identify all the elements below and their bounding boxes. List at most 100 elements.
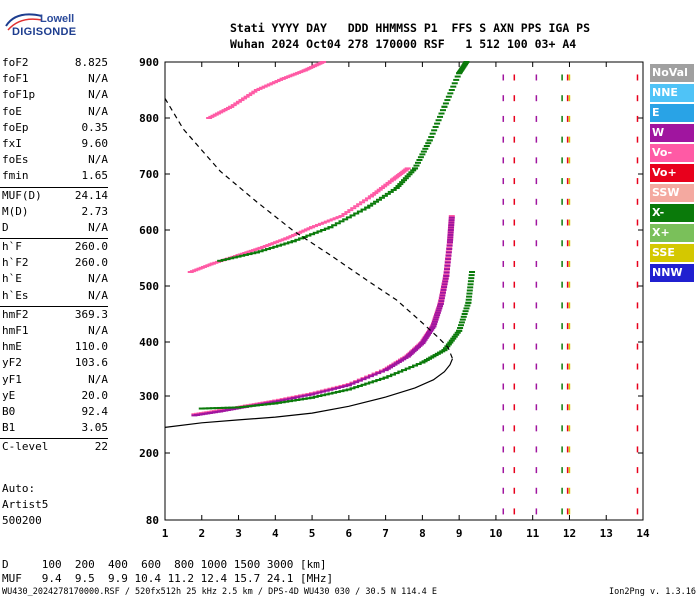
- param-key: B1: [2, 421, 16, 435]
- legend-item-vo: Vo-: [650, 144, 694, 162]
- param-row-fmin: fmin 1.65: [0, 169, 160, 185]
- param-separator: [0, 238, 108, 240]
- param-row-foes: foEs N/A: [0, 153, 160, 169]
- param-value: N/A: [88, 72, 108, 86]
- param-value: 260.0: [74, 256, 108, 270]
- x-tick-label: 11: [526, 527, 540, 540]
- param-row-hf2: h`F2 260.0: [0, 256, 160, 272]
- autoscaling-notes: Auto: Artist5 500200: [2, 481, 48, 529]
- param-row-ye: yE 20.0: [0, 389, 160, 405]
- param-row-yf2: yF2 103.6: [0, 356, 160, 372]
- legend-item-x: X-: [650, 204, 694, 222]
- file-info-footer: WU430_2024278170000.RSF / 520fx512h 25 k…: [2, 587, 437, 597]
- param-value: N/A: [88, 288, 108, 302]
- param-key: B0: [2, 404, 16, 418]
- note-line: Artist5: [2, 498, 49, 511]
- legend-item-noval: NoVal: [650, 64, 694, 82]
- param-key: h`Es: [2, 288, 29, 302]
- legend-item-e: E: [650, 104, 694, 122]
- param-row-fxi: fxI 9.60: [0, 137, 160, 153]
- header-row1: Stati YYYY DAY DDD HHMMSS P1 FFS S AXN P…: [230, 21, 591, 35]
- param-key: foF2: [2, 56, 29, 69]
- param-key: yF2: [2, 356, 22, 370]
- note-line: 500200: [2, 514, 42, 527]
- param-value: 2.73: [81, 204, 109, 218]
- param-separator: [0, 186, 108, 188]
- legend-item-sse: SSE: [650, 244, 694, 262]
- param-key: foF1: [2, 72, 29, 86]
- param-key: foF1p: [2, 88, 36, 102]
- x-tick-label: 14: [636, 527, 650, 540]
- x-tick-label: 2: [198, 527, 205, 540]
- lowell-digisonde-logo: Lowell DIGISONDE: [2, 2, 122, 48]
- plot-frame: [164, 61, 644, 521]
- param-value: N/A: [88, 372, 108, 386]
- param-key: D: [2, 220, 9, 234]
- param-key: fmin: [2, 169, 29, 183]
- param-row-b0: B0 92.4: [0, 405, 160, 421]
- param-row-b1: B1 3.05: [0, 421, 160, 437]
- muf-distance-row: D 100 200 400 600 800 1000 1500 3000 [km…: [2, 558, 327, 571]
- logo-swoosh-icon: [5, 13, 43, 31]
- param-value: 103.6: [74, 356, 108, 370]
- param-separator: [0, 305, 108, 307]
- param-row-mufd: MUF(D) 24.14: [0, 189, 160, 205]
- param-key: M(D): [2, 204, 29, 218]
- param-separator: [0, 438, 108, 440]
- param-value: 8.825: [74, 56, 108, 69]
- param-value: 24.14: [74, 188, 108, 202]
- param-row-fof1p: foF1p N/A: [0, 88, 160, 104]
- legend-item-w: W: [650, 124, 694, 142]
- param-value: 20.0: [81, 388, 109, 402]
- x-tick-label: 6: [346, 527, 353, 540]
- muf-value-row: MUF 9.4 9.5 9.9 10.4 11.2 12.4 15.7 24.1…: [2, 572, 334, 585]
- x-tick-label: 13: [600, 527, 613, 540]
- y-tick-label: 80: [146, 514, 159, 527]
- legend-item-nnw: NNW: [650, 264, 694, 282]
- param-row-fof2: foF2 8.825: [0, 56, 160, 72]
- param-row-yf1: yF1 N/A: [0, 373, 160, 389]
- x-tick-label: 10: [489, 527, 502, 540]
- param-key: foEp: [2, 120, 29, 134]
- param-row-foep: foEp 0.35: [0, 121, 160, 137]
- station-header: Stati YYYY DAY DDD HHMMSS P1 FFS S AXN P…: [230, 20, 590, 52]
- param-key: yF1: [2, 372, 22, 386]
- param-row-d: D N/A: [0, 221, 160, 237]
- param-key: fxI: [2, 136, 22, 150]
- param-value: N/A: [88, 324, 108, 337]
- version-label: Ion2Png v. 1.3.16: [609, 587, 696, 597]
- param-value: N/A: [88, 272, 108, 286]
- polarization-legend: NoVal NNE E W Vo- Vo+ SSW X- X+ SSE NNW: [650, 64, 694, 284]
- true-height-profile-line: [164, 358, 454, 428]
- param-key: yE: [2, 388, 16, 402]
- param-value: 22: [94, 440, 108, 454]
- x-tick-label: 5: [309, 527, 316, 540]
- x-tick-label: 4: [272, 527, 279, 540]
- param-row-hes: h`Es N/A: [0, 289, 160, 305]
- param-value: 110.0: [74, 340, 108, 354]
- param-key: C-level: [2, 440, 49, 454]
- param-row-hme: hmE 110.0: [0, 340, 160, 356]
- param-key: MUF(D): [2, 188, 42, 202]
- param-row-hmf1: hmF1 N/A: [0, 324, 160, 340]
- param-row-hf: h`F 260.0: [0, 240, 160, 256]
- param-value: 3.05: [81, 421, 109, 435]
- param-key: h`E: [2, 272, 22, 286]
- param-value: N/A: [88, 153, 108, 167]
- dashed-curve-line: [164, 98, 454, 359]
- param-key: h`F: [2, 240, 22, 254]
- param-value: 260.0: [74, 240, 108, 254]
- param-row-hmf2: hmF2 369.3: [0, 308, 160, 324]
- param-key: h`F2: [2, 256, 29, 270]
- legend-item-nne: NNE: [650, 84, 694, 102]
- x-tick-label: 1: [162, 527, 169, 540]
- param-row-he: h`E N/A: [0, 272, 160, 288]
- param-key: hmF2: [2, 307, 29, 321]
- param-key: hmF1: [2, 324, 29, 337]
- x-tick-label: 7: [382, 527, 389, 540]
- param-key: foEs: [2, 153, 29, 167]
- x-tick-label: 3: [235, 527, 242, 540]
- legend-item-x: X+: [650, 224, 694, 242]
- legend-item-ssw: SSW: [650, 184, 694, 202]
- muf-table: D 100 200 400 600 800 1000 1500 3000 [km…: [2, 558, 333, 586]
